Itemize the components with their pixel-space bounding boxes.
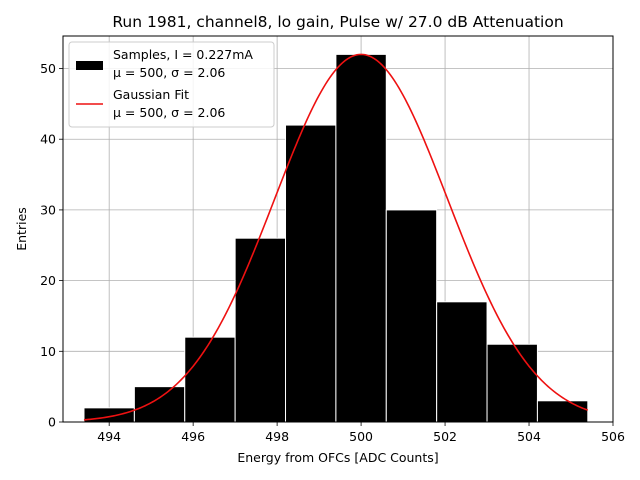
histogram-bar [184, 336, 236, 423]
x-tick-label: 496 [181, 429, 205, 444]
y-tick-label: 50 [40, 61, 56, 76]
x-tick-label: 504 [517, 429, 541, 444]
histogram-bar [536, 400, 589, 423]
x-axis-label: Energy from OFCs [ADC Counts] [237, 450, 438, 465]
gaussian-fit-line [83, 53, 589, 421]
legend-stats-fit: μ = 500, σ = 2.06 [113, 105, 225, 120]
histogram-bar [335, 53, 387, 423]
histogram-bars [83, 53, 589, 423]
histogram-bar [133, 386, 186, 423]
y-tick-label: 40 [40, 132, 56, 147]
y-tick-label: 20 [40, 273, 56, 288]
plot-frame [62, 35, 614, 423]
chart-title: Run 1981, channel8, lo gain, Pulse w/ 27… [112, 13, 563, 31]
y-axis-ticks: 0 10 20 30 40 50 [40, 61, 63, 430]
x-tick-label: 494 [97, 429, 121, 444]
x-tick-label: 502 [433, 429, 457, 444]
y-tick-label: 10 [40, 344, 56, 359]
legend-box [68, 41, 275, 128]
histogram-bar [486, 343, 538, 423]
x-tick-label: 498 [265, 429, 289, 444]
histogram-bar [285, 124, 337, 423]
x-tick-label: 506 [601, 429, 625, 444]
legend-swatch-samples [76, 61, 103, 70]
y-tick-label: 0 [48, 415, 56, 430]
legend-stats-samples: μ = 500, σ = 2.06 [113, 65, 225, 80]
legend: Samples, I = 0.227mA μ = 500, σ = 2.06 G… [68, 41, 275, 128]
legend-label-samples: Samples, I = 0.227mA [113, 47, 253, 62]
histogram-bar [385, 209, 438, 423]
histogram-bar [234, 237, 287, 423]
x-tick-label: 500 [349, 429, 373, 444]
y-tick-label: 30 [40, 202, 56, 217]
histogram-bar [436, 301, 488, 423]
y-axis-label: Entries [14, 207, 29, 251]
x-axis-ticks: 494 496 498 500 502 504 506 [97, 422, 625, 444]
legend-label-fit: Gaussian Fit [113, 87, 189, 102]
